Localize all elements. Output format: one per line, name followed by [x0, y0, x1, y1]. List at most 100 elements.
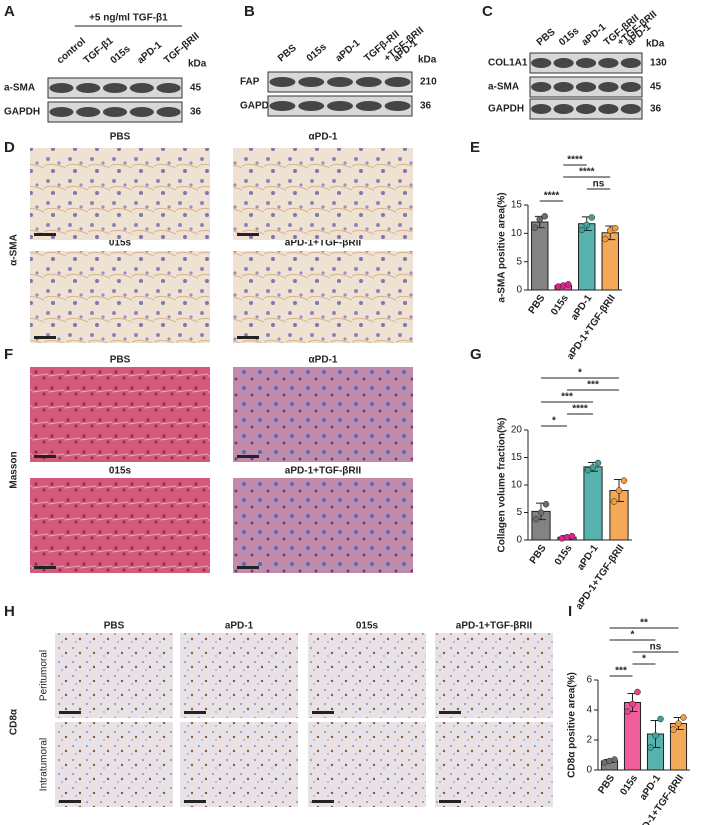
micrograph — [30, 251, 210, 343]
scale-bar — [34, 233, 56, 236]
data-point — [565, 281, 572, 288]
x-tick-label: PBS — [527, 293, 548, 316]
y-tick-label: 5 — [516, 507, 522, 518]
image-title: PBS — [104, 621, 125, 632]
micrograph — [233, 478, 413, 573]
micrograph — [180, 633, 298, 718]
blot-band — [327, 101, 353, 111]
scale-bar — [59, 800, 81, 803]
blot-band — [598, 104, 619, 114]
data-point — [536, 215, 543, 223]
lane-label: PBS — [276, 42, 299, 64]
scale-bar — [184, 711, 206, 714]
image-title: PBS — [110, 355, 131, 366]
side-label: α-SMA — [9, 234, 20, 266]
data-point — [602, 235, 609, 243]
y-axis-label: Collagen volume fraction(%) — [497, 417, 508, 552]
size-label: 210 — [420, 77, 437, 88]
blot-band — [598, 82, 619, 92]
data-point — [578, 226, 585, 234]
blot-band — [531, 82, 552, 92]
y-axis-label: CD8α positive area(%) — [567, 672, 578, 778]
x-tick-label: 015s — [549, 293, 571, 318]
side-label: Masson — [9, 451, 20, 488]
data-point — [588, 214, 595, 221]
scale-bar — [184, 800, 206, 803]
image-title: 015s — [109, 238, 132, 249]
panel-letter: C — [482, 3, 493, 20]
y-tick-label: 0 — [586, 765, 592, 776]
scale-bar — [237, 233, 259, 236]
size-label: 45 — [650, 82, 662, 93]
size-label: 130 — [650, 58, 667, 69]
micrograph — [435, 722, 553, 807]
row-label: FAP — [240, 77, 260, 88]
y-tick-label: 0 — [516, 535, 522, 546]
micrograph — [30, 148, 210, 240]
blot-band — [620, 58, 641, 68]
blot-band — [49, 107, 74, 117]
data-point — [532, 515, 540, 523]
blot-band — [531, 58, 552, 68]
blot-band — [156, 107, 181, 117]
blot-band — [575, 82, 597, 92]
blot-band — [355, 77, 382, 87]
row-label: COL1A1 — [488, 58, 528, 69]
lane-label: aPD-1 — [580, 21, 609, 48]
side-label: CD8α — [9, 708, 20, 735]
size-label: 36 — [420, 101, 432, 112]
bar — [583, 466, 603, 541]
blot-band — [327, 77, 353, 87]
data-point — [634, 688, 641, 696]
blot-band — [298, 77, 325, 87]
blot-header: +5 ng/ml TGF-β1 — [89, 13, 168, 24]
scale-bar — [237, 566, 259, 569]
data-point — [670, 726, 677, 733]
image-title: aPD-1+TGF-βRII — [285, 238, 362, 249]
significance-label: **** — [579, 167, 595, 178]
significance-label: **** — [544, 191, 560, 202]
scale-bar — [237, 336, 259, 339]
blot-band — [269, 77, 296, 87]
image-title: aPD-1 — [225, 621, 254, 632]
micrograph — [30, 478, 210, 573]
lane-label: 015s — [557, 25, 581, 48]
image-title: PBS — [110, 132, 131, 143]
scale-bar — [34, 336, 56, 339]
micrograph — [55, 722, 173, 807]
x-tick-label: PBS — [596, 773, 617, 796]
data-point — [657, 715, 664, 723]
row-label: GAPDH — [488, 104, 524, 115]
blot-band — [298, 101, 325, 111]
panel-letter: D — [4, 139, 15, 156]
scale-bar — [59, 711, 81, 714]
blot-band — [620, 104, 641, 114]
data-point — [568, 532, 576, 540]
x-tick-label: aPD-1 — [575, 543, 601, 573]
image-title: 015s — [356, 621, 379, 632]
data-point — [647, 744, 654, 751]
row-label: GAPDH — [240, 101, 276, 112]
y-tick-label: 10 — [511, 228, 523, 239]
blot-band — [531, 104, 552, 114]
data-point — [612, 224, 619, 232]
blot-band — [129, 107, 154, 117]
micrograph — [55, 633, 173, 718]
image-title: aPD-1+TGF-βRII — [456, 621, 533, 632]
y-tick-label: 20 — [511, 425, 523, 436]
blot-band — [102, 83, 128, 93]
significance-label: ** — [640, 618, 648, 629]
data-point — [584, 466, 592, 474]
significance-label: * — [578, 368, 582, 379]
data-point — [629, 700, 636, 708]
lane-label: 015s — [109, 43, 133, 66]
panel-letter: G — [470, 346, 482, 363]
kda-label: kDa — [646, 39, 665, 50]
y-tick-label: 2 — [586, 735, 592, 746]
micrograph — [308, 633, 426, 718]
blot-band — [269, 101, 296, 111]
bar — [531, 221, 549, 291]
row-label: GAPDH — [4, 107, 40, 118]
